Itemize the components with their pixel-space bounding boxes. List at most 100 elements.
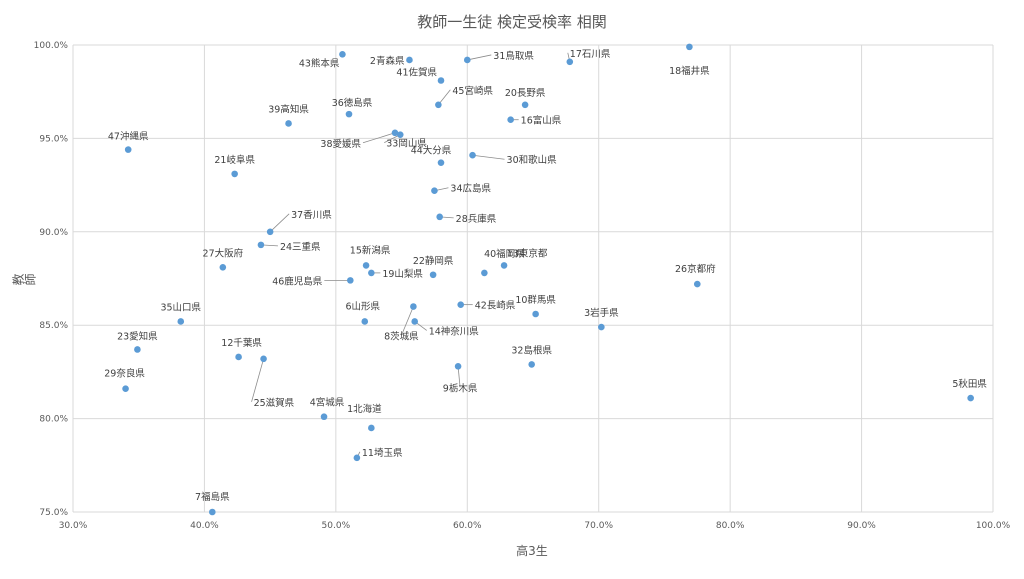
chart-title: 教師一生徒 検定受検率 相関	[417, 13, 607, 31]
data-label: 28兵庫県	[456, 213, 497, 225]
data-point	[598, 323, 605, 331]
data-point	[411, 318, 419, 325]
data-label: 26京都府	[675, 263, 716, 275]
data-point	[435, 101, 442, 109]
y-tick-label: 85.0%	[39, 321, 68, 331]
data-point	[457, 301, 465, 308]
tick-layer: 30.0% 40.0% 50.0% 60.0% 70.0% 80.0% 90.0% 100.0…	[34, 41, 1011, 531]
data-label: 33岡山県	[386, 139, 427, 150]
data-point	[368, 269, 375, 277]
data-label: 15新潟県	[350, 244, 391, 256]
data-label: 11埼玉県	[362, 447, 403, 459]
data-label: 16富山県	[521, 115, 562, 127]
data-point	[481, 269, 488, 277]
data-label: 8茨城県	[384, 331, 419, 343]
data-point	[463, 56, 471, 64]
data-point	[436, 213, 443, 221]
data-point	[339, 51, 346, 58]
data-label: 1北海道	[347, 403, 382, 415]
data-label: 46鹿児島県	[272, 275, 323, 287]
data-point	[454, 362, 462, 370]
data-point	[124, 146, 132, 153]
data-label: 21岐阜県	[214, 154, 255, 166]
data-point	[362, 262, 370, 269]
x-axis-title: 高3生	[516, 543, 548, 558]
y-tick-label: 90.0%	[39, 228, 68, 238]
leader-line	[472, 154, 505, 160]
data-label: 37香川県	[291, 210, 332, 221]
data-label: 18福井県	[669, 65, 710, 77]
data-point	[209, 508, 216, 516]
x-tick-label: 90.0%	[847, 521, 876, 531]
data-label: 20長野県	[505, 88, 546, 99]
data-point	[967, 394, 974, 402]
data-point	[231, 170, 238, 178]
data-point	[693, 280, 701, 288]
x-tick-label: 40.0%	[190, 521, 219, 531]
data-point	[566, 58, 574, 66]
data-label: 27大阪府	[203, 247, 244, 259]
leader-line	[467, 54, 492, 61]
data-label: 30和歌山県	[507, 154, 558, 166]
data-label: 10群馬県	[515, 294, 556, 306]
y-tick-label: 80.0%	[39, 415, 68, 425]
data-point	[285, 120, 292, 127]
data-point	[260, 355, 267, 363]
data-point	[437, 159, 445, 166]
x-tick-label: 80.0%	[716, 521, 745, 531]
data-point	[532, 310, 539, 318]
data-point	[396, 131, 404, 138]
x-tick-label: 60.0%	[453, 521, 482, 531]
grid-layer	[72, 44, 994, 513]
data-point	[686, 43, 693, 51]
data-label: 43熊本県	[299, 57, 340, 69]
data-label: 5秋田県	[952, 378, 987, 390]
y-axis-title: 教師	[11, 273, 36, 287]
data-point	[507, 116, 514, 124]
data-label: 3岩手県	[584, 307, 619, 319]
data-point	[410, 303, 417, 310]
data-label: 38愛媛県	[320, 138, 361, 150]
x-tick-label: 100.0%	[976, 521, 1011, 531]
data-label: 19山梨県	[382, 268, 423, 280]
data-label: 23愛知県	[117, 330, 158, 342]
data-point	[219, 263, 227, 271]
data-label: 34広島県	[450, 183, 491, 195]
data-label: 4宮城県	[310, 397, 345, 409]
y-tick-label: 95.0%	[39, 134, 68, 144]
leader-line	[251, 358, 264, 402]
leader-line	[401, 306, 414, 336]
y-tick-label: 75.0%	[39, 508, 68, 518]
data-point	[257, 241, 265, 249]
data-label: 17石川県	[570, 49, 611, 60]
data-label: 41佐賀県	[396, 66, 437, 78]
data-label: 9栃木県	[443, 382, 478, 394]
data-label: 32島根県	[511, 344, 552, 356]
data-point	[361, 318, 369, 325]
data-label: 12千葉県	[221, 337, 262, 349]
data-label: 13東京都	[507, 247, 548, 259]
data-label: 36徳島県	[332, 97, 373, 109]
label-layer: 43熊本県 2青森県 31鳥取県 17石川県 18福井県 41佐賀県 20長野県 36徳島県 4…	[104, 49, 987, 503]
data-point	[521, 101, 529, 109]
data-label: 29奈良県	[104, 368, 145, 380]
leader-line	[457, 366, 461, 388]
data-point	[437, 77, 445, 84]
data-point	[177, 318, 185, 325]
data-point	[134, 346, 141, 353]
data-point	[122, 385, 129, 393]
data-point	[406, 56, 413, 64]
data-label: 45宮崎県	[452, 85, 493, 97]
data-point	[528, 361, 535, 368]
data-point	[500, 262, 508, 269]
data-point	[429, 271, 437, 279]
data-point	[345, 110, 353, 118]
data-label: 35山口県	[160, 302, 201, 313]
data-label: 25滋賀県	[254, 397, 295, 409]
data-point	[469, 151, 476, 159]
data-label: 22静岡県	[413, 255, 454, 267]
data-point	[368, 424, 375, 432]
data-label: 7福島県	[195, 491, 230, 503]
leader-line	[269, 213, 290, 233]
